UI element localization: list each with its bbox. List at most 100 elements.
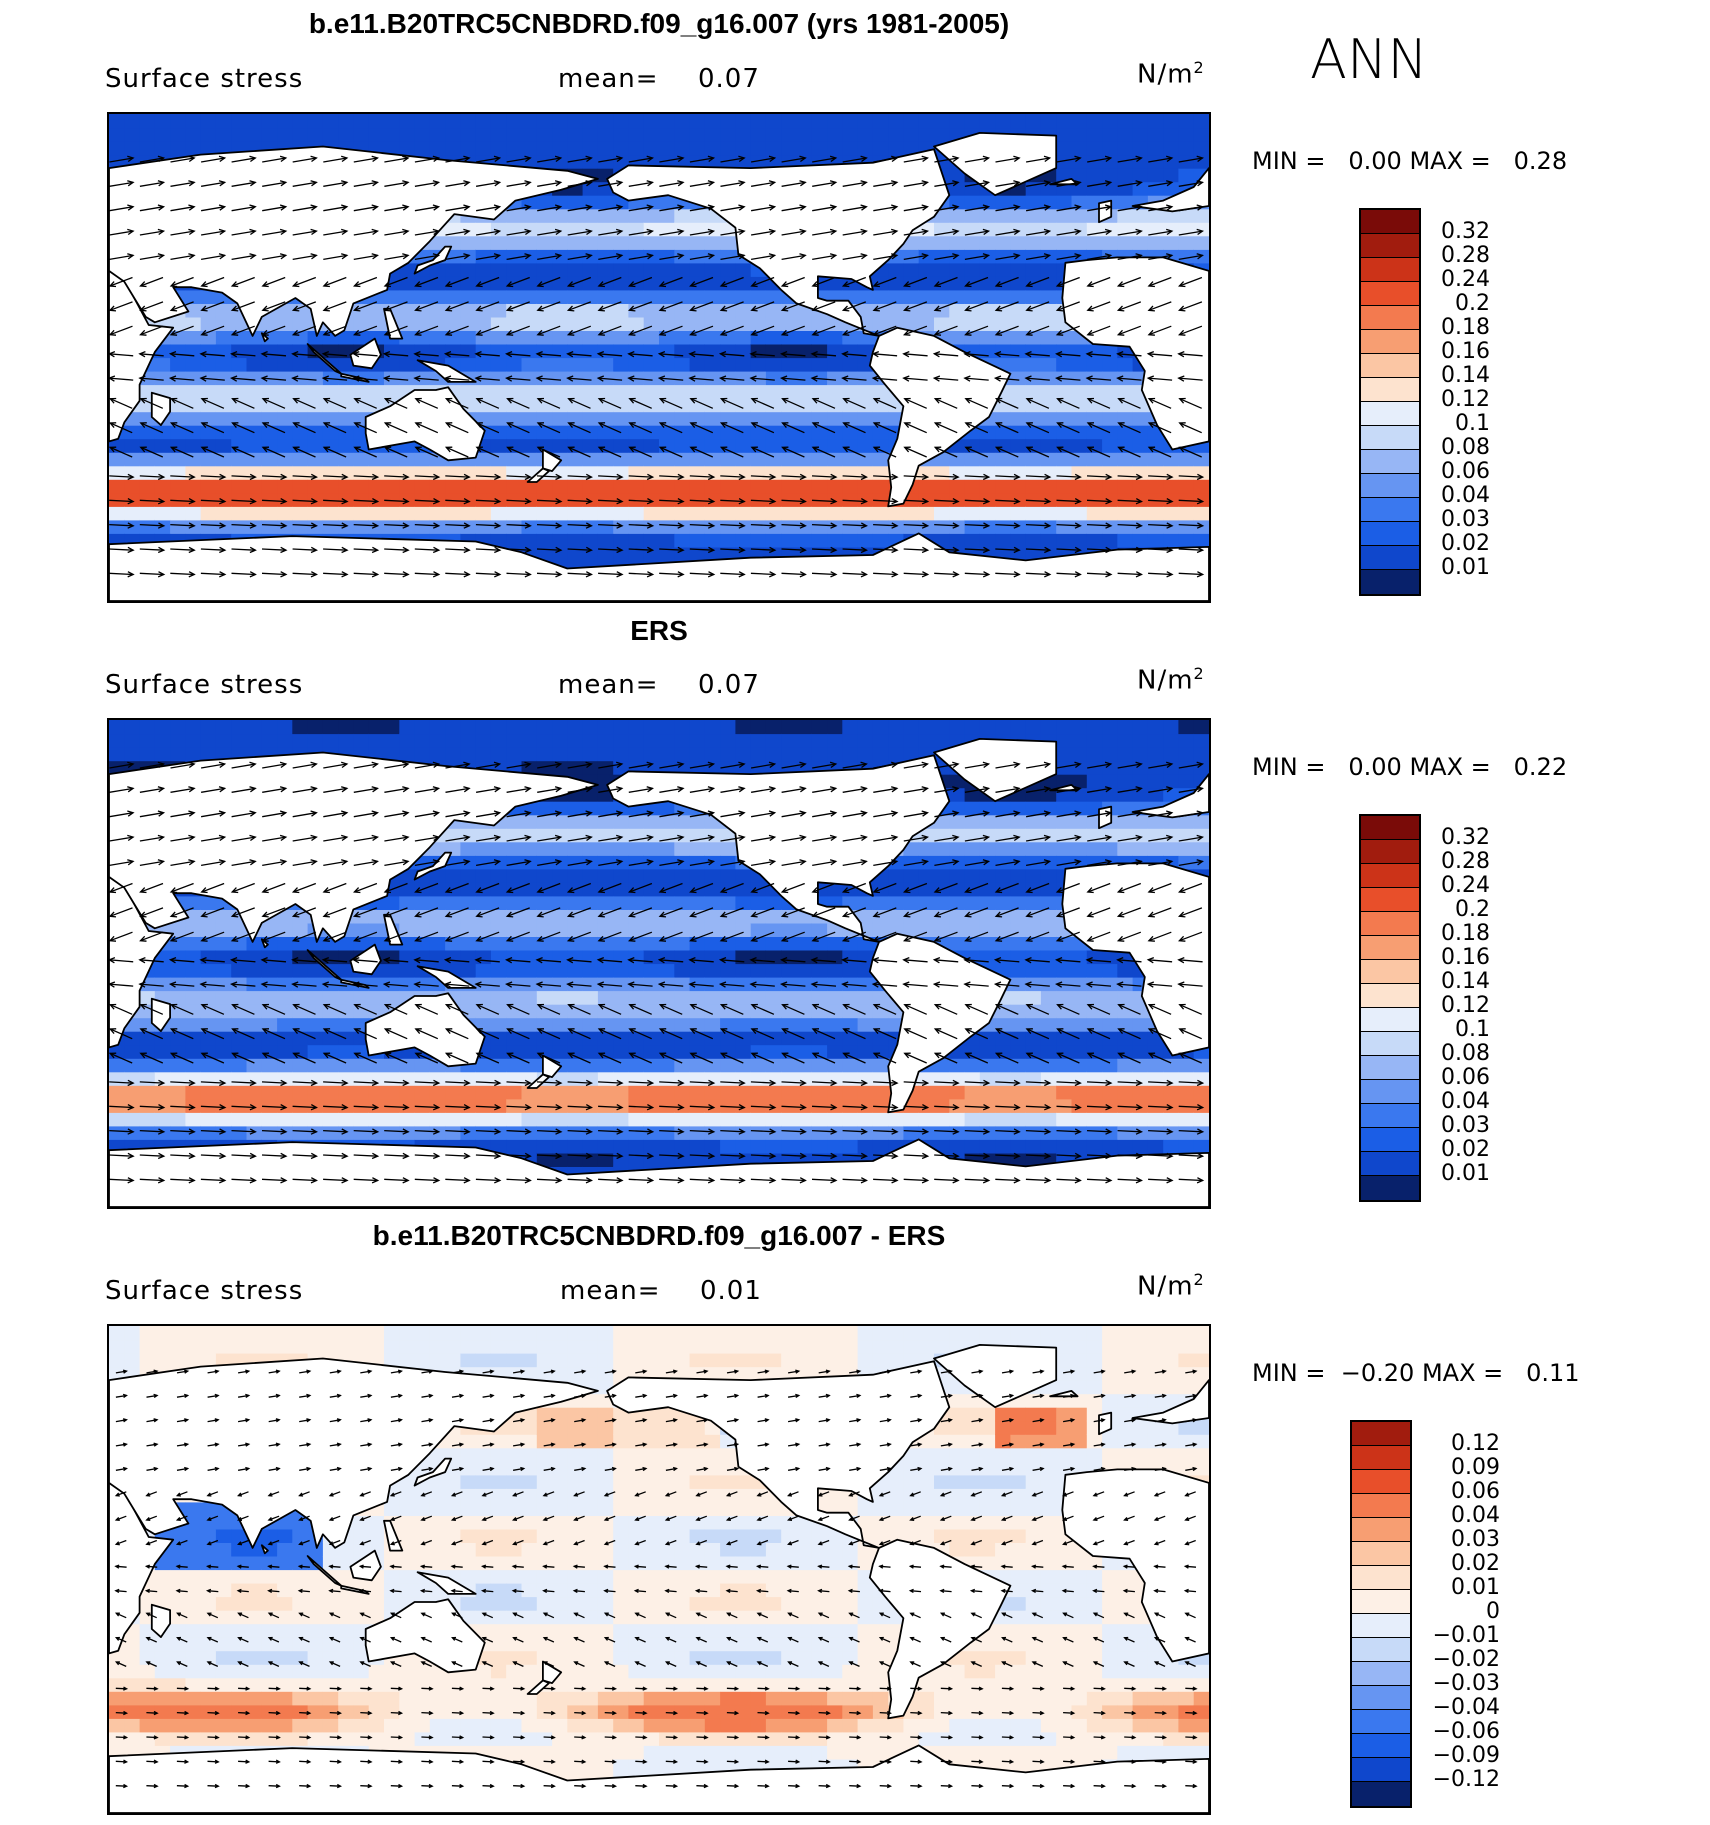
stress-arrow — [628, 1154, 653, 1157]
stress-arrow-head — [153, 1735, 159, 1740]
stress-arrow-head — [585, 1152, 593, 1160]
stress-arrow-head — [413, 375, 421, 382]
stress-arrow — [598, 499, 623, 503]
stress-arrow-head — [463, 473, 471, 481]
stress-arrow-head — [1070, 1393, 1076, 1399]
stress-arrow-head — [921, 761, 929, 769]
stress-arrow — [1148, 836, 1173, 842]
stress-arrow-head — [261, 446, 270, 453]
stress-arrow — [299, 1491, 310, 1497]
stress-arrow-head — [261, 1052, 270, 1059]
stress-arrow-head — [764, 1783, 770, 1789]
stress-arrow — [1124, 1760, 1135, 1763]
stress-arrow-head — [310, 498, 318, 505]
stress-arrow-head — [1039, 1710, 1045, 1716]
stress-arrow — [543, 1785, 555, 1787]
stress-arrow-head — [1117, 1052, 1125, 1059]
stress-arrow-head — [1117, 397, 1125, 404]
stress-arrow-head — [175, 1516, 181, 1521]
stress-arrow — [384, 276, 408, 287]
stress-arrow-head — [542, 1516, 548, 1521]
stress-arrow — [996, 422, 1019, 434]
stress-arrow-head — [554, 786, 563, 793]
stress-arrow-head — [703, 1783, 709, 1789]
stress-arrow — [1117, 763, 1142, 769]
stress-arrow — [971, 1394, 983, 1398]
stress-arrow-head — [481, 1661, 487, 1666]
stress-arrow-head — [1131, 1442, 1137, 1447]
stress-arrow — [879, 1539, 891, 1545]
colorbar-level-label: 0.14 — [1441, 363, 1490, 388]
stress-arrow — [1117, 1154, 1142, 1157]
stress-arrow-head — [402, 1152, 410, 1160]
stress-arrow-head — [550, 1369, 556, 1374]
stress-arrow — [904, 325, 928, 336]
colorbar-swatch — [1361, 498, 1419, 522]
stress-arrow-head — [310, 1177, 318, 1184]
stress-arrow-head — [1178, 1052, 1186, 1059]
stress-arrow — [353, 983, 378, 987]
stress-arrow-head — [328, 1612, 334, 1617]
stress-arrow — [690, 907, 714, 917]
stress-arrow — [1032, 1394, 1044, 1398]
stress-arrow-head — [1105, 571, 1113, 578]
stress-arrow — [299, 1785, 310, 1787]
stress-arrow-head — [127, 834, 135, 842]
stress-arrow-head — [1183, 1588, 1189, 1594]
stress-arrow-head — [200, 329, 208, 336]
stress-arrow — [1117, 499, 1142, 503]
stress-arrow — [200, 254, 225, 261]
stress-arrow-head — [1074, 1104, 1082, 1111]
stress-arrow-head — [279, 859, 288, 866]
stress-arrow-head — [279, 155, 288, 163]
stress-arrow-head — [616, 498, 624, 505]
stress-arrow — [567, 812, 592, 818]
stress-arrow-head — [414, 1052, 422, 1059]
stress-arrow-head — [1030, 1588, 1037, 1594]
stress-arrow — [513, 1760, 524, 1763]
stress-arrow-head — [677, 546, 685, 554]
stress-arrow-head — [1135, 546, 1143, 554]
stress-arrow — [451, 1785, 463, 1787]
stress-arrow — [414, 254, 439, 261]
stress-arrow-head — [199, 956, 207, 964]
stress-arrow-head — [371, 834, 379, 842]
stress-arrow-head — [432, 180, 441, 187]
stress-arrow-head — [933, 911, 942, 918]
stress-arrow — [1087, 230, 1111, 236]
stress-arrow — [665, 1467, 677, 1471]
stress-arrow-head — [860, 1177, 868, 1184]
stress-arrow-head — [336, 1783, 343, 1789]
stress-arrow — [475, 983, 500, 987]
stress-arrow-head — [688, 956, 696, 964]
stress-arrow-head — [336, 1442, 342, 1447]
stress-arrow-head — [878, 1492, 884, 1497]
stress-arrow — [445, 983, 470, 987]
stress-arrow — [727, 1491, 738, 1497]
colorbar-level-label: 0.16 — [1441, 339, 1490, 364]
colorbar-swatch — [1361, 570, 1419, 594]
stress-arrow — [415, 398, 439, 409]
stress-arrow — [1154, 1565, 1166, 1568]
stress-arrow — [965, 882, 989, 893]
stress-arrow — [384, 907, 408, 917]
stress-arrow — [414, 206, 439, 212]
stress-arrow — [1117, 836, 1142, 842]
stress-arrow-head — [1074, 786, 1082, 793]
stress-arrow-head — [982, 228, 991, 236]
stress-arrow-head — [1177, 911, 1186, 918]
stress-arrow — [170, 276, 194, 287]
stress-arrow — [354, 325, 378, 336]
stress-arrow — [384, 882, 408, 893]
stress-arrow — [415, 1004, 439, 1015]
stress-arrow-head — [139, 446, 147, 453]
stress-arrow — [237, 1370, 249, 1374]
stress-arrow — [910, 1736, 922, 1739]
stress-arrow-head — [231, 446, 239, 453]
colorbar-level-label: 0.06 — [1441, 459, 1490, 484]
stress-arrow-head — [611, 1466, 617, 1472]
stress-arrow-head — [978, 1783, 984, 1789]
stress-arrow-head — [109, 1052, 117, 1059]
stress-arrow-head — [921, 522, 930, 529]
stress-arrow-head — [398, 1710, 404, 1716]
